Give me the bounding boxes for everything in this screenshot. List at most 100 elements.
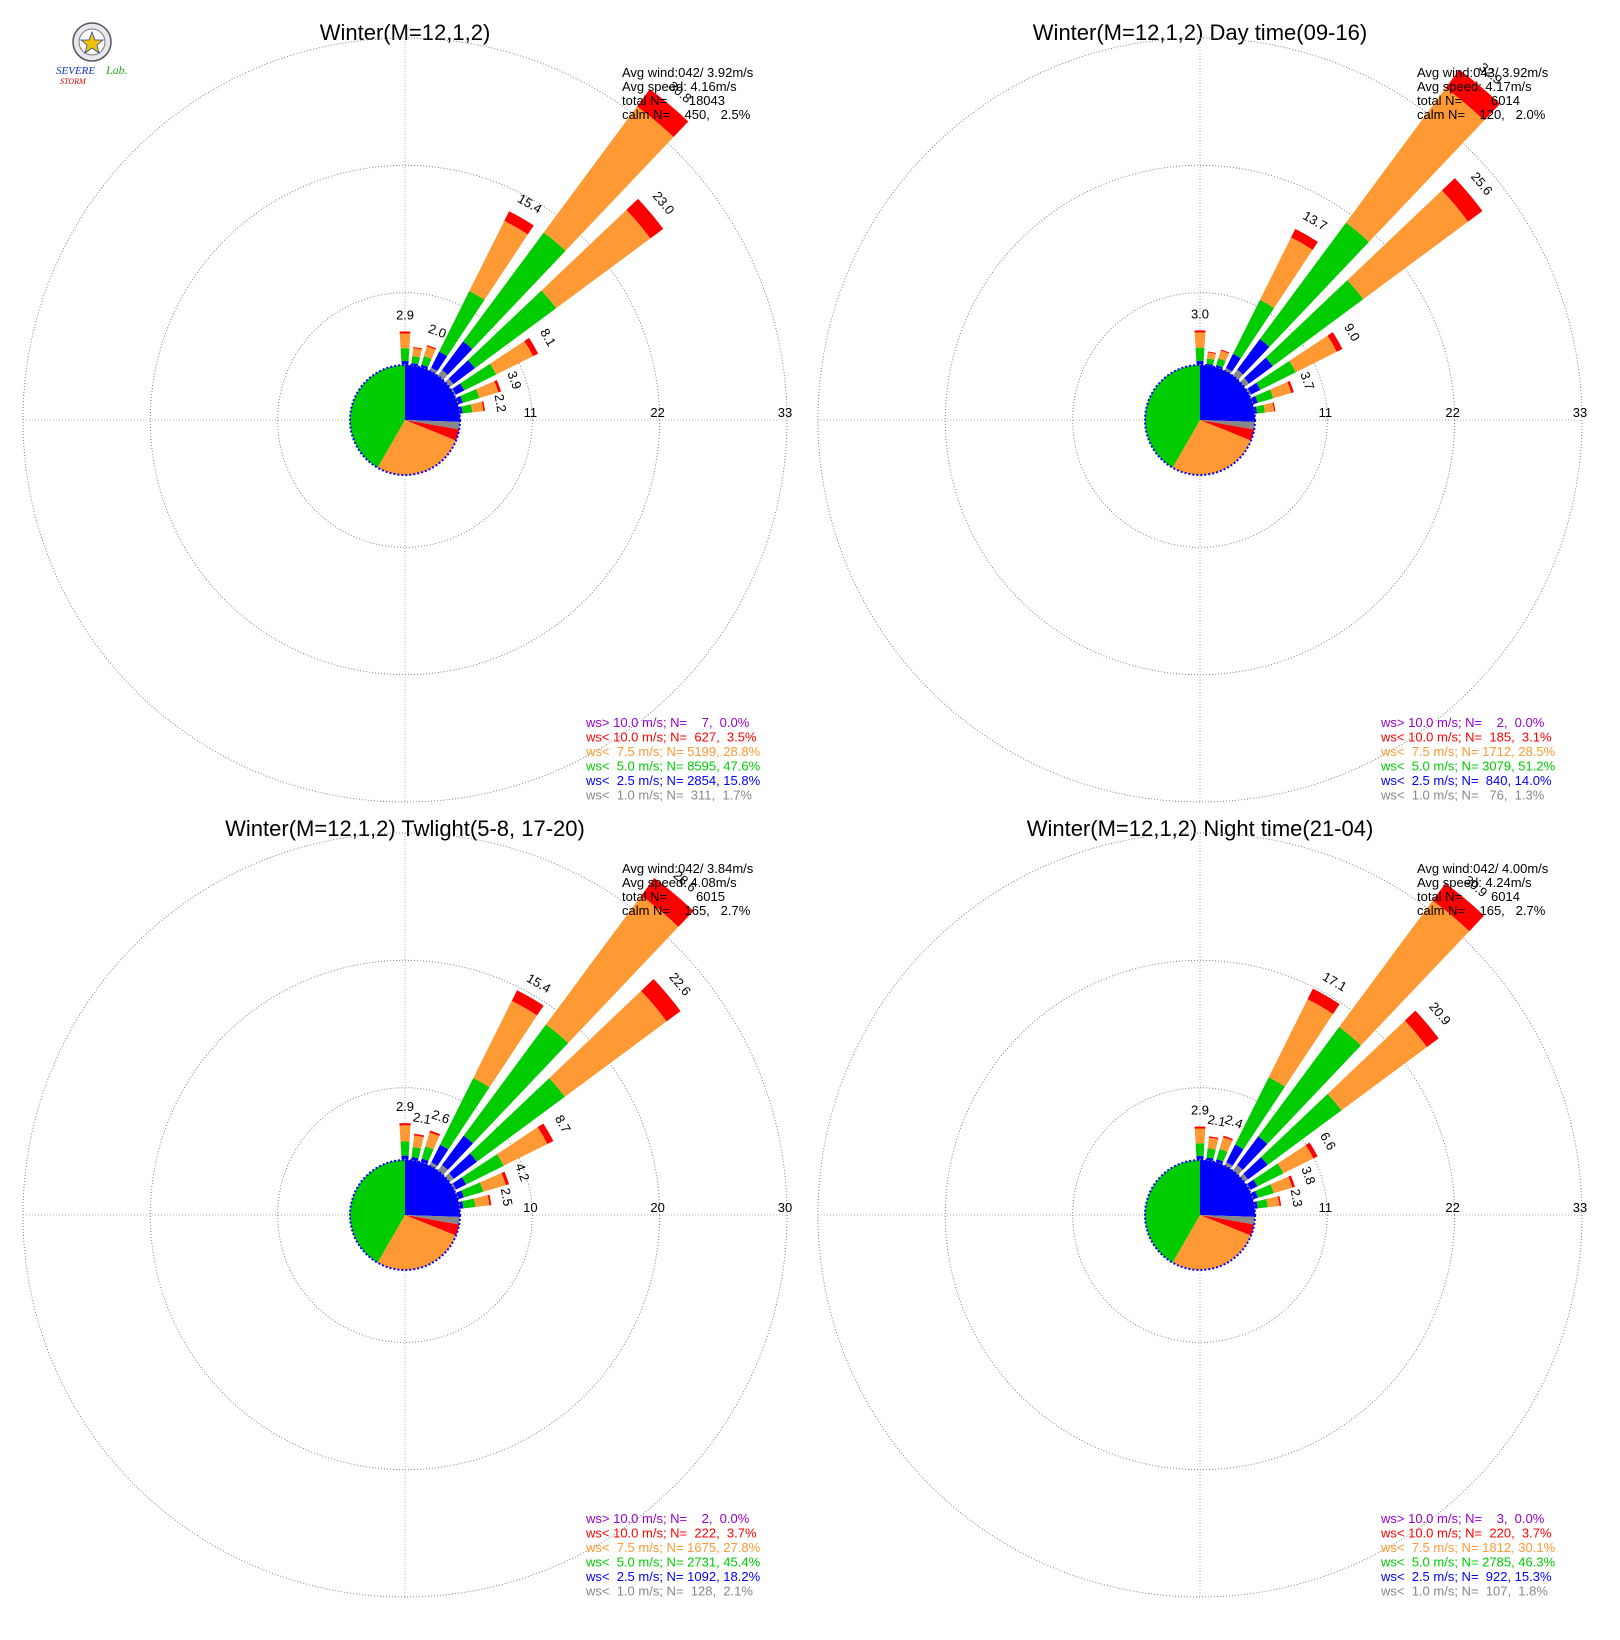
petal-value-label: 2.9 [396,1099,414,1114]
calm-pie-slice [350,365,405,468]
petal-value-label: 8.1 [537,326,559,349]
petal-segment [423,346,436,359]
petal-segment [511,990,544,1016]
petal-segment [1307,988,1340,1014]
legend-entry: ws< 10.0 m/s; N= 222, 3.7% [585,1526,757,1541]
petal-segment [413,346,423,350]
petal-segment [431,1144,449,1166]
chart-title: Winter(M=12,1,2) Day time(09-16) [1033,20,1367,45]
petal-value-label: 2.2 [492,393,510,413]
range-ring [277,292,533,548]
ring-label: 33 [778,405,792,420]
petal-value-label: 25.6 [1468,169,1496,198]
chart-title: Winter(M=12,1,2) Night time(21-04) [1027,816,1374,841]
calm-pie-slice [1172,1215,1251,1270]
petal-value-label: 2.5 [498,1187,516,1207]
petal-segment [1207,351,1217,354]
ring-label: 33 [1573,1200,1587,1215]
petal-segment [1265,280,1364,367]
petal-segment [1441,178,1483,222]
petal-segment [429,1162,438,1170]
ring-label: 11 [524,405,538,420]
petal-segment [441,341,473,375]
legend-entry: ws< 10.0 m/s; N= 220, 3.7% [1380,1526,1552,1541]
petal-segment [1255,1184,1274,1198]
petal-value-label: 2.3 [1288,1188,1306,1208]
severe-storm-lab-logo: SEVERE STORM Lab. [56,22,128,86]
petal-segment [1445,69,1501,121]
petal-segment [549,990,667,1097]
stats-total: total N= 6014 [1417,889,1520,904]
petal-segment [468,290,557,369]
petal-segment [460,363,497,391]
legend-entry: ws> 10.0 m/s; N= 3, 0.0% [1380,1511,1545,1526]
petal-segment [1225,353,1241,372]
petal-segment [1432,883,1485,932]
ring-label: 11 [1319,1200,1333,1215]
petal-segment [479,1173,506,1192]
stats-total: total N= 6014 [1417,93,1520,108]
chart-title: Winter(M=12,1,2) Twlight(5-8, 17-20) [225,816,585,841]
petal-segment [1235,1077,1285,1150]
petal-segment [1305,1142,1318,1159]
legend-entry: ws< 7.5 m/s; N= 1712, 28.5% [1380,744,1556,759]
range-ring [149,959,661,1471]
calm-circle [349,1159,461,1271]
petal-segment [469,220,528,300]
legend-entry: ws< 5.0 m/s; N= 2785, 46.3% [1380,1555,1556,1570]
petal-segment [1236,1136,1268,1170]
stats-total: total N= 18043 [622,93,725,108]
petal-segment [429,1130,441,1137]
petal-segment [461,1182,484,1198]
petal-segment [1277,1145,1314,1174]
petal-segment [458,406,463,414]
legend-entry: ws< 1.0 m/s; N= 128, 2.1% [585,1584,753,1599]
legend-entry: ws> 10.0 m/s; N= 7, 0.0% [585,715,750,730]
range-ring [149,164,661,676]
petal-segment [541,209,651,309]
petal-segment [1345,88,1485,242]
chart-title: Winter(M=12,1,2) [320,20,491,45]
petal-value-label: 2.1 [1206,1112,1226,1130]
calm-pie-slice [350,1160,405,1263]
petal-segment [1327,332,1343,352]
logo-text-severe: SEVERE [56,65,95,77]
petal-value-label: 3.0 [1191,306,1209,321]
petal-segment [524,337,539,357]
ring-label: 22 [1445,405,1459,420]
petal-segment [411,1147,421,1159]
stats-avg-speed: Avg speed: 4.24m/s [1417,875,1532,890]
petal-segment [1266,1196,1280,1208]
petal-segment [1216,1148,1228,1162]
ring-label: 33 [1573,405,1587,420]
petal-segment [1247,1179,1258,1190]
petal-segment [1194,332,1206,348]
petal-segment [411,356,421,365]
petal-segment [487,1194,492,1206]
petal-segment [473,1000,538,1088]
range-ring [22,37,788,803]
stats-calm: calm N= 165, 2.7% [1417,903,1546,918]
range-ring [1072,1087,1328,1343]
logo-text-storm: STORM [60,77,87,86]
calm-circle [349,364,461,476]
petal-segment [537,1123,554,1144]
petal-value-label: 15.4 [524,970,553,996]
legend-entry: ws< 7.5 m/s; N= 1812, 30.1% [1380,1540,1556,1555]
petal-segment [1288,1175,1295,1188]
petal-segment [448,360,475,385]
petal-segment [1291,228,1318,250]
petal-value-label: 2.9 [1191,1102,1209,1117]
petal-segment [1263,402,1275,413]
stats-avg-wind: Avg wind:043/ 3.92m/s [1417,65,1549,80]
ring-label: 20 [650,1200,664,1215]
petal-segment [1239,1173,1249,1183]
legend-entry: ws< 5.0 m/s; N= 8595, 47.6% [585,759,761,774]
legend-entry: ws< 5.0 m/s; N= 3079, 51.2% [1380,759,1556,774]
petal-value-label: 2.1 [412,1109,432,1127]
petal-value-label: 22.6 [666,970,694,999]
legend-entry: ws< 2.5 m/s; N= 2854, 15.8% [585,773,761,788]
calm-circle [1144,364,1256,476]
stats-avg-speed: Avg speed: 4.16m/s [622,79,737,94]
petal-value-label: 8.7 [552,1112,574,1135]
